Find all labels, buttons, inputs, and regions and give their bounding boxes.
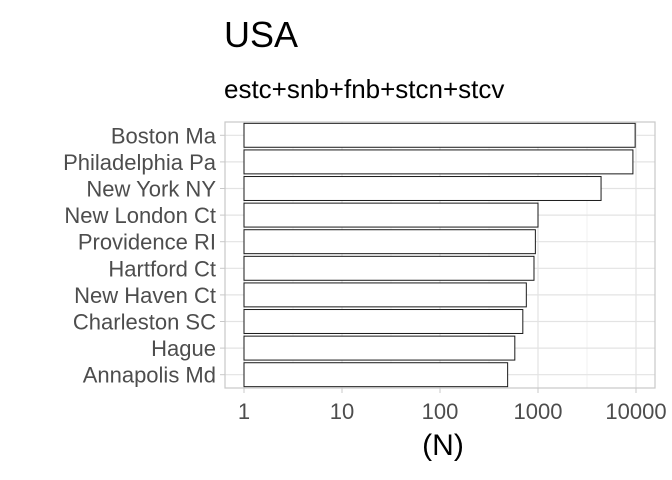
x-axis-title: (N) bbox=[422, 429, 464, 462]
bar-9 bbox=[243, 335, 516, 361]
category-label: Annapolis Md bbox=[83, 363, 216, 388]
bar-6 bbox=[243, 255, 535, 281]
bar-4 bbox=[243, 202, 539, 228]
bar-2 bbox=[243, 149, 634, 175]
bar-3 bbox=[243, 176, 602, 201]
bar-7 bbox=[243, 282, 527, 308]
x-tick-label: 1000 bbox=[514, 399, 563, 424]
category-label: Boston Ma bbox=[111, 123, 217, 148]
chart-title: USA bbox=[224, 14, 298, 55]
x-tick-label: 10 bbox=[330, 399, 354, 424]
bar-10 bbox=[243, 362, 509, 388]
x-tick-label: 100 bbox=[422, 399, 459, 424]
bar-5 bbox=[243, 229, 536, 255]
bar-8 bbox=[243, 309, 524, 334]
x-tick-label: 1 bbox=[238, 399, 250, 424]
category-label: Philadelphia Pa bbox=[63, 150, 217, 175]
category-label: Hartford Ct bbox=[108, 256, 216, 281]
category-label: Providence RI bbox=[78, 230, 216, 255]
category-label: Hague bbox=[151, 336, 216, 361]
bars bbox=[243, 122, 636, 388]
category-label: New York NY bbox=[86, 177, 216, 202]
category-label: Charleston SC bbox=[73, 310, 216, 335]
category-label: New Haven Ct bbox=[74, 283, 216, 308]
category-label: New London Ct bbox=[64, 203, 216, 228]
bar-1 bbox=[243, 122, 636, 148]
chart-subtitle: estc+snb+fnb+stcn+stcv bbox=[224, 74, 504, 104]
x-tick-label: 10000 bbox=[605, 399, 666, 424]
x-axis-ticks: 1 10 100 1000 10000 bbox=[238, 388, 667, 424]
